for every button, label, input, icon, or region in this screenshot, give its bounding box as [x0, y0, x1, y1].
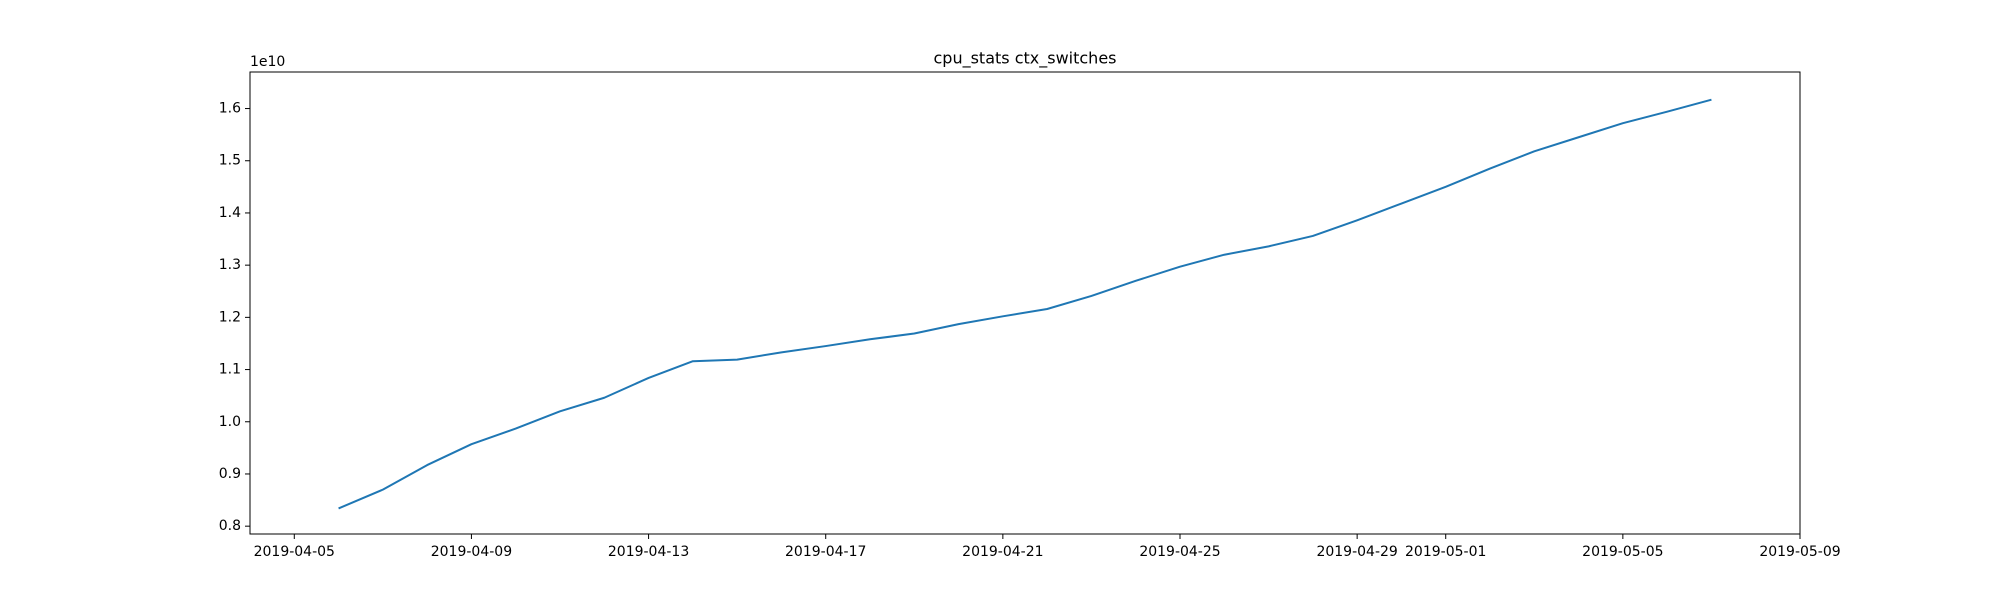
- y-tick-label: 1.1: [219, 362, 241, 378]
- y-tick-label: 1.0: [219, 414, 241, 430]
- y-tick-label: 0.9: [219, 466, 241, 482]
- x-tick-label: 2019-05-01: [1405, 544, 1486, 560]
- y-tick-label: 1.3: [219, 257, 241, 273]
- y-tick-label: 0.8: [219, 518, 241, 534]
- y-tick-label: 1.6: [219, 101, 241, 117]
- x-tick-label: 2019-04-25: [1139, 544, 1220, 560]
- y-offset-label: 1e10: [250, 54, 285, 70]
- x-tick-label: 2019-04-05: [254, 544, 335, 560]
- y-tick-label: 1.4: [219, 205, 241, 221]
- x-tick-label: 2019-04-29: [1316, 544, 1397, 560]
- x-tick-label: 2019-05-05: [1582, 544, 1663, 560]
- x-tick-label: 2019-04-17: [785, 544, 866, 560]
- x-tick-label: 2019-04-09: [431, 544, 512, 560]
- data-line: [338, 98, 1712, 510]
- x-tick-label: 2019-05-09: [1759, 544, 1840, 560]
- plot-frame: [249, 71, 1801, 535]
- chart-title: cpu_stats ctx_switches: [934, 49, 1117, 69]
- y-tick-label: 1.2: [219, 309, 241, 325]
- x-tick-label: 2019-04-13: [608, 544, 689, 560]
- x-tick-label: 2019-04-21: [962, 544, 1043, 560]
- y-tick-label: 1.5: [219, 153, 241, 169]
